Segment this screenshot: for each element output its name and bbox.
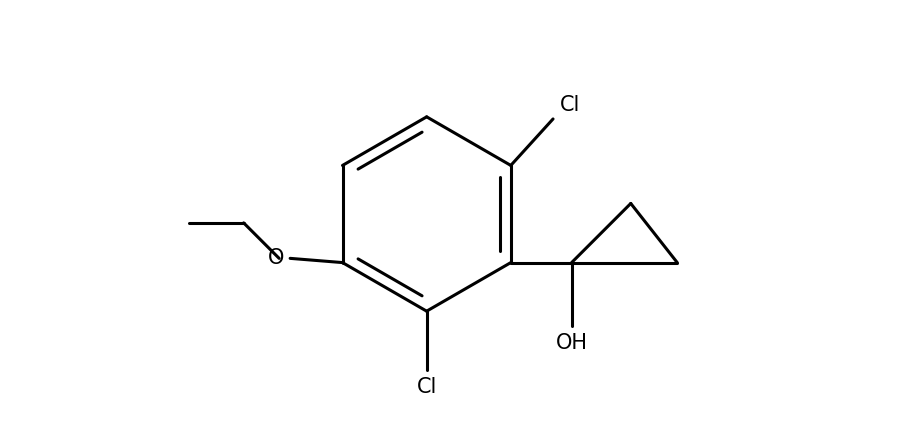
Text: OH: OH — [555, 333, 587, 353]
Text: Cl: Cl — [559, 95, 580, 115]
Text: O: O — [267, 248, 284, 268]
Text: Cl: Cl — [416, 377, 436, 397]
